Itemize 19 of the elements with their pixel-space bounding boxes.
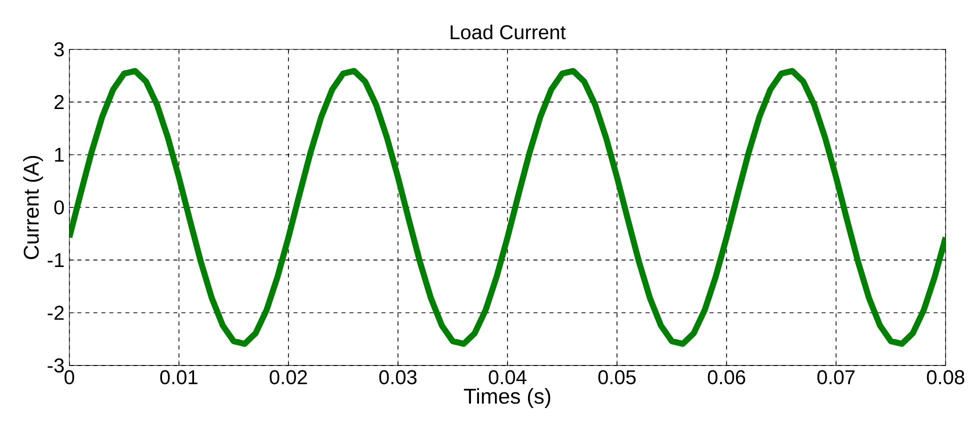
x-tick-label: 0.03: [379, 370, 417, 384]
x-tick-label: 0.04: [488, 370, 526, 384]
y-tick-label: 1: [55, 148, 64, 162]
y-tick-label: -3: [48, 358, 64, 372]
chart-title: Load Current: [450, 24, 566, 40]
y-tick-label: 0: [54, 200, 64, 214]
x-tick-label: 0.08: [926, 370, 964, 384]
x-tick-label: 0.07: [817, 370, 855, 384]
x-tick-label: 0.02: [270, 370, 307, 384]
y-tick-label: -2: [48, 306, 64, 320]
x-tick-label: 0.06: [708, 370, 746, 384]
x-tick-label: 0.01: [160, 370, 198, 384]
y-tick-label: -1: [48, 252, 64, 267]
y-tick-label: 2: [54, 94, 64, 109]
y-axis-title: Current (A): [23, 156, 44, 259]
x-tick-label: 0: [64, 370, 74, 384]
x-tick-label: 0.05: [598, 370, 636, 384]
x-axis-title: Times (s): [464, 388, 550, 408]
y-tick-label: 3: [54, 42, 64, 56]
